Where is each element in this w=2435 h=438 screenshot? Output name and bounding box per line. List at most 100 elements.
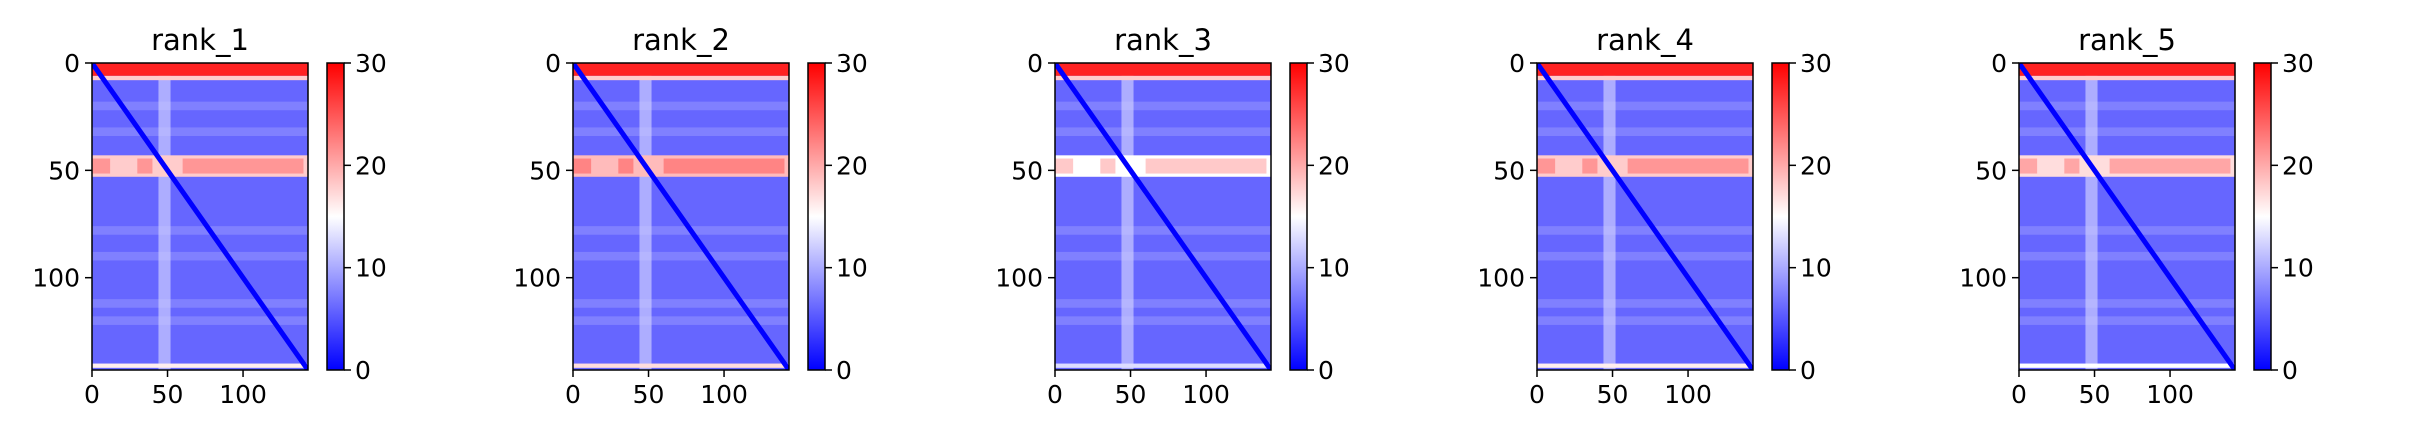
heatmap-top-band (1055, 63, 1271, 76)
heatmap-stripe (573, 251, 789, 261)
heatmap-bottom-edge (1055, 363, 1271, 368)
heatmap-stripe (1537, 251, 1753, 261)
x-tick-label: 50 (152, 380, 184, 409)
colorbar (1289, 62, 1308, 371)
heatmap-diagonal (2019, 63, 2235, 370)
heatmap-stripe (2019, 101, 2235, 111)
x-tick-label: 100 (700, 380, 748, 409)
heatmap-row-hotspot (573, 158, 592, 174)
heatmap-row-hotspot (1055, 158, 1074, 174)
heatmap-stripe (1537, 226, 1753, 235)
colorbar-tick-label: 10 (836, 254, 868, 283)
heatmap-top-band (2019, 63, 2235, 76)
heatmap-stripe (2019, 316, 2235, 325)
heatmap-row-hotspot (1582, 158, 1598, 174)
y-tick-label: 100 (995, 264, 1043, 293)
x-tick-label: 0 (1047, 380, 1063, 409)
heatmap-stripe (1537, 316, 1753, 325)
heatmap-top-edge (92, 75, 308, 81)
heatmap-stripe (1055, 299, 1271, 308)
heatmap-image (92, 63, 308, 370)
y-tick-label: 50 (1493, 156, 1525, 185)
x-tick-label: 0 (2011, 380, 2027, 409)
heatmap-stripe (1055, 316, 1271, 325)
heatmap-diagonal (1055, 63, 1271, 370)
colorbar-tick-label: 30 (1800, 49, 1832, 78)
colorbar-tick-label: 30 (1318, 49, 1350, 78)
y-tick-label: 50 (529, 156, 561, 185)
heatmap-column-band (1121, 63, 1134, 370)
heatmap-stripe (573, 316, 789, 325)
heatmap-panel-2: rank_2 0 50 100 0 50 100 0 10 20 30 (513, 23, 868, 409)
heatmap-stripe (92, 299, 308, 308)
colorbar-tick-label: 0 (836, 356, 852, 385)
heatmap-stripe (92, 251, 308, 261)
heatmap-stripe (1055, 127, 1271, 136)
colorbar-tick-label: 30 (355, 49, 387, 78)
heatmap-stripe (1537, 101, 1753, 111)
colorbar-tick-label: 0 (355, 356, 371, 385)
colorbar-tick-label: 10 (2282, 254, 2314, 283)
heatmap-stripe (2019, 127, 2235, 136)
colorbar-tick-label: 10 (1318, 254, 1350, 283)
heatmap-panel-3: rank_3 0 50 100 0 50 100 0 10 20 30 (995, 23, 1350, 409)
x-tick-label: 0 (84, 380, 100, 409)
panel-title: rank_4 (1596, 23, 1694, 57)
heatmap-stripe (1537, 127, 1753, 136)
colorbar-tick-label: 10 (355, 254, 387, 283)
heatmap-stripe (573, 299, 789, 308)
heatmap-stripe (573, 127, 789, 136)
panel-title: rank_5 (2078, 23, 2176, 57)
axes-frame (91, 62, 309, 371)
panel-title: rank_1 (151, 23, 249, 57)
heatmap-stripe (573, 226, 789, 235)
heatmap-stripe (1537, 299, 1753, 308)
heatmap-column-band (1603, 63, 1616, 370)
colorbar (1771, 62, 1790, 371)
heatmap-top-edge (1537, 75, 1753, 81)
heatmap-stripe (2019, 299, 2235, 308)
y-tick-label: 0 (1991, 49, 2007, 78)
heatmap-top-edge (573, 75, 789, 81)
x-tick-label: 50 (633, 380, 665, 409)
heatmap-stripe (2019, 251, 2235, 261)
heatmap-column-band (158, 63, 171, 370)
heatmap-stripe (1055, 226, 1271, 235)
heatmap-diagonal (92, 63, 308, 370)
x-tick-label: 0 (1529, 380, 1545, 409)
colorbar-tick-label: 0 (2282, 356, 2298, 385)
panel-title: rank_3 (1114, 23, 1212, 57)
heatmap-top-band (1537, 63, 1753, 76)
x-tick-label: 0 (565, 380, 581, 409)
colorbar-tick-label: 20 (836, 151, 868, 180)
heatmap-column-band (639, 63, 652, 370)
heatmap-row-hotspot (137, 158, 153, 174)
heatmap-image (1055, 63, 1271, 370)
y-tick-label: 100 (1477, 264, 1525, 293)
axes-frame (2018, 62, 2236, 371)
heatmap-row-hotspot (1100, 158, 1116, 174)
y-tick-label: 0 (64, 49, 80, 78)
y-tick-label: 100 (513, 264, 561, 293)
heatmap-panel-4: rank_4 0 50 100 0 50 100 0 10 20 30 (1477, 23, 1832, 409)
axes-frame (1536, 62, 1754, 371)
heatmap-panel-1: rank_1 0 50 100 0 50 100 0 10 20 30 (32, 23, 387, 409)
heatmap-bottom-edge (2019, 363, 2235, 368)
y-tick-label: 50 (1011, 156, 1043, 185)
colorbar (2253, 62, 2272, 371)
y-tick-label: 100 (32, 264, 80, 293)
x-tick-label: 100 (1182, 380, 1230, 409)
colorbar-tick-label: 10 (1800, 254, 1832, 283)
heatmap-row-hotspot (618, 158, 634, 174)
heatmap-stripe (1055, 101, 1271, 111)
axes-frame (1054, 62, 1272, 371)
y-tick-label: 0 (545, 49, 561, 78)
heatmap-row-hotspot (1627, 158, 1749, 174)
x-tick-label: 50 (2079, 380, 2111, 409)
heatmap-bottom-edge (1537, 363, 1753, 368)
x-tick-label: 50 (1115, 380, 1147, 409)
colorbar-tick-label: 20 (1800, 151, 1832, 180)
colorbar-tick-label: 30 (2282, 49, 2314, 78)
heatmap-stripe (92, 127, 308, 136)
